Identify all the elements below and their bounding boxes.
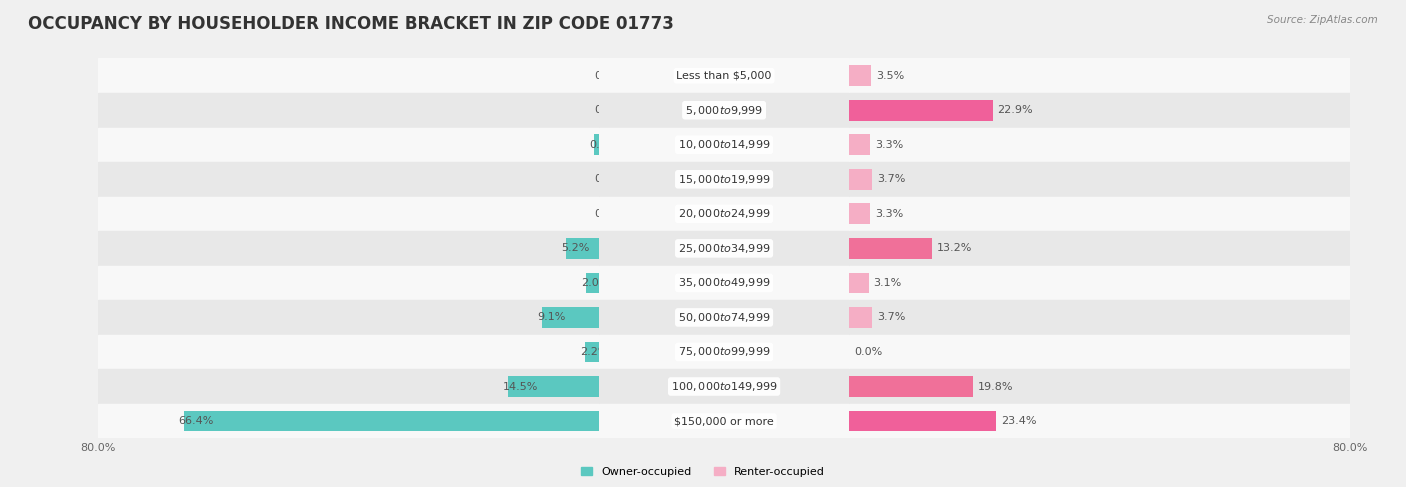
- Text: 2.0%: 2.0%: [582, 278, 610, 288]
- Bar: [98, 369, 599, 404]
- Text: 0.72%: 0.72%: [589, 140, 624, 150]
- Text: 23.4%: 23.4%: [1001, 416, 1036, 426]
- Text: 0.0%: 0.0%: [593, 174, 623, 184]
- Bar: [599, 58, 849, 93]
- Text: Source: ZipAtlas.com: Source: ZipAtlas.com: [1267, 15, 1378, 25]
- Bar: [599, 162, 849, 197]
- Bar: [586, 273, 599, 293]
- Bar: [849, 134, 870, 155]
- Bar: [98, 93, 599, 128]
- Text: $50,000 to $74,999: $50,000 to $74,999: [678, 311, 770, 324]
- Text: 0.0%: 0.0%: [593, 105, 623, 115]
- Bar: [98, 300, 599, 335]
- Bar: [849, 58, 1350, 93]
- Text: 22.9%: 22.9%: [997, 105, 1033, 115]
- Bar: [849, 404, 1350, 438]
- Bar: [599, 265, 849, 300]
- Bar: [849, 93, 1350, 128]
- Bar: [98, 197, 599, 231]
- Bar: [98, 231, 599, 265]
- Bar: [599, 300, 849, 335]
- Text: $5,000 to $9,999: $5,000 to $9,999: [685, 104, 763, 117]
- Bar: [849, 65, 872, 86]
- Bar: [599, 231, 849, 265]
- Bar: [543, 307, 599, 328]
- Text: 66.4%: 66.4%: [179, 416, 214, 426]
- Bar: [849, 300, 1350, 335]
- Bar: [595, 134, 599, 155]
- Bar: [98, 162, 599, 197]
- Bar: [849, 265, 1350, 300]
- Text: $75,000 to $99,999: $75,000 to $99,999: [678, 345, 770, 358]
- Text: OCCUPANCY BY HOUSEHOLDER INCOME BRACKET IN ZIP CODE 01773: OCCUPANCY BY HOUSEHOLDER INCOME BRACKET …: [28, 15, 673, 33]
- Text: 3.7%: 3.7%: [877, 174, 905, 184]
- Text: $35,000 to $49,999: $35,000 to $49,999: [678, 277, 770, 289]
- Bar: [599, 128, 849, 162]
- Bar: [98, 335, 599, 369]
- Text: 14.5%: 14.5%: [503, 381, 538, 392]
- Bar: [98, 265, 599, 300]
- Bar: [849, 273, 869, 293]
- Text: $10,000 to $14,999: $10,000 to $14,999: [678, 138, 770, 151]
- Bar: [599, 197, 849, 231]
- Bar: [849, 307, 872, 328]
- Text: 0.0%: 0.0%: [855, 347, 883, 357]
- Text: 3.3%: 3.3%: [875, 140, 903, 150]
- Bar: [849, 335, 1350, 369]
- Bar: [585, 341, 599, 362]
- Bar: [849, 100, 993, 121]
- Text: $25,000 to $34,999: $25,000 to $34,999: [678, 242, 770, 255]
- Bar: [849, 369, 1350, 404]
- Bar: [849, 197, 1350, 231]
- Bar: [599, 369, 849, 404]
- Text: $150,000 or more: $150,000 or more: [675, 416, 773, 426]
- Text: 5.2%: 5.2%: [561, 244, 589, 253]
- Text: 3.3%: 3.3%: [875, 209, 903, 219]
- Legend: Owner-occupied, Renter-occupied: Owner-occupied, Renter-occupied: [576, 463, 830, 482]
- Bar: [98, 58, 599, 93]
- Bar: [508, 376, 599, 397]
- Text: Less than $5,000: Less than $5,000: [676, 71, 772, 81]
- Bar: [599, 404, 849, 438]
- Text: 0.0%: 0.0%: [593, 209, 623, 219]
- Bar: [599, 93, 849, 128]
- Text: $15,000 to $19,999: $15,000 to $19,999: [678, 173, 770, 186]
- Text: $20,000 to $24,999: $20,000 to $24,999: [678, 207, 770, 220]
- Text: $100,000 to $149,999: $100,000 to $149,999: [671, 380, 778, 393]
- Bar: [849, 162, 1350, 197]
- Bar: [849, 376, 973, 397]
- Text: 13.2%: 13.2%: [936, 244, 972, 253]
- Text: 0.0%: 0.0%: [593, 71, 623, 81]
- Bar: [849, 231, 1350, 265]
- Text: 9.1%: 9.1%: [537, 313, 565, 322]
- Bar: [849, 204, 870, 224]
- Bar: [98, 404, 599, 438]
- Bar: [849, 169, 872, 189]
- Bar: [849, 128, 1350, 162]
- Bar: [567, 238, 599, 259]
- Text: 3.7%: 3.7%: [877, 313, 905, 322]
- Bar: [599, 335, 849, 369]
- Text: 19.8%: 19.8%: [979, 381, 1014, 392]
- Bar: [98, 128, 599, 162]
- Text: 3.1%: 3.1%: [873, 278, 901, 288]
- Text: 3.5%: 3.5%: [876, 71, 904, 81]
- Bar: [849, 238, 932, 259]
- Bar: [849, 411, 995, 431]
- Text: 2.2%: 2.2%: [581, 347, 609, 357]
- Bar: [184, 411, 599, 431]
